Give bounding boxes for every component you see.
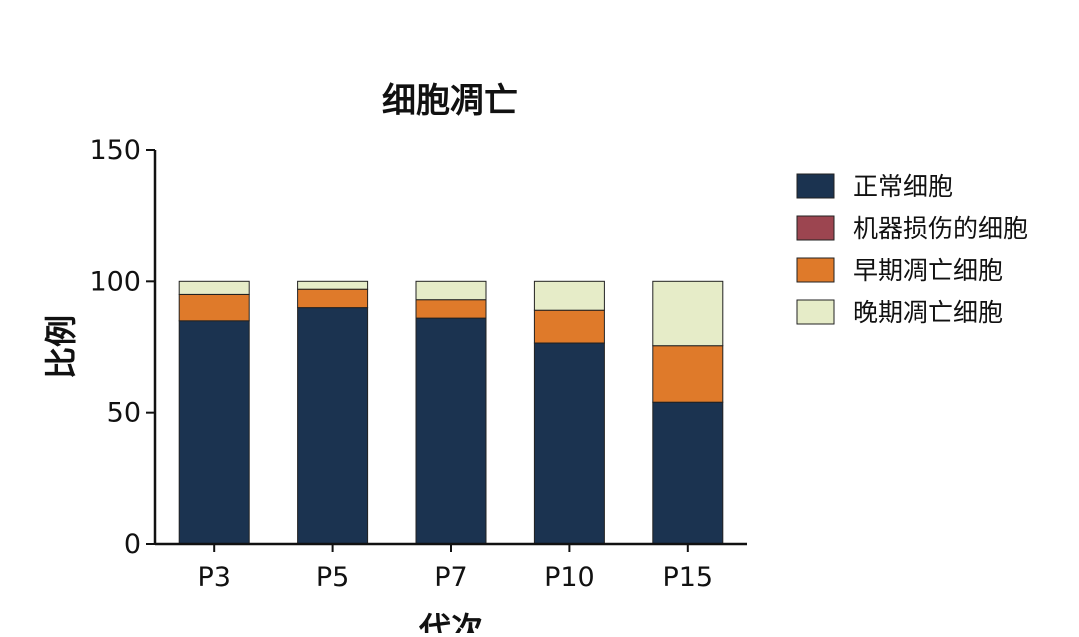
legend-swatch (796, 299, 835, 325)
y-tick-label: 50 (107, 398, 141, 429)
bar-stack-p10 (533, 280, 605, 545)
x-axis-label: 代次 (418, 610, 483, 633)
legend-item: 正常细胞 (796, 172, 953, 201)
y-tick-label: 0 (124, 529, 141, 560)
x-tick-label: P5 (316, 562, 349, 593)
legend-swatch (796, 257, 835, 283)
bar-p3-series-2 (178, 294, 250, 322)
bar-p7-series-3 (415, 280, 487, 301)
legend-swatch (796, 215, 835, 241)
bar-p3-series-0 (178, 320, 250, 545)
bars-layer (178, 280, 724, 545)
bar-p10-series-3 (533, 280, 605, 311)
bar-stack-p3 (178, 280, 250, 545)
legend-label: 晚期凋亡细胞 (853, 298, 1003, 327)
bar-p15-series-3 (652, 280, 724, 347)
bar-p3-series-3 (178, 280, 250, 295)
bar-p15-series-0 (652, 401, 724, 545)
bar-p15-series-2 (652, 345, 724, 403)
bar-stack-p7 (415, 280, 487, 545)
legend-label: 正常细胞 (853, 172, 953, 201)
y-tick-label: 150 (89, 135, 141, 166)
bar-p5-series-3 (297, 280, 369, 290)
bar-stack-p15 (652, 280, 724, 545)
legend-item: 机器损伤的细胞 (796, 214, 1028, 243)
legend-item: 早期凋亡细胞 (796, 256, 1003, 285)
y-tick-label: 100 (89, 266, 141, 297)
y-axis-label: 比例 (42, 315, 80, 379)
legend-label: 早期凋亡细胞 (853, 256, 1003, 285)
legend-label: 机器损伤的细胞 (853, 214, 1028, 243)
x-tick-label: P15 (662, 562, 713, 593)
bar-p10-series-2 (533, 309, 605, 344)
legend-item: 晚期凋亡细胞 (796, 298, 1003, 327)
bar-p7-series-0 (415, 317, 487, 545)
chart-title: 细胞凋亡 (382, 81, 518, 121)
axes-layer: P3 P5 P7 P10 P15 0 50 100 150 (89, 135, 747, 593)
legend-swatch (796, 173, 835, 199)
x-tick-label: P7 (434, 562, 467, 593)
bar-p5-series-2 (297, 288, 369, 309)
x-tick-label: P3 (197, 562, 230, 593)
bar-stack-p5 (297, 280, 369, 545)
bar-p10-series-0 (533, 342, 605, 545)
bar-p5-series-0 (297, 307, 369, 545)
x-tick-label: P10 (544, 562, 595, 593)
bar-p7-series-2 (415, 299, 487, 319)
